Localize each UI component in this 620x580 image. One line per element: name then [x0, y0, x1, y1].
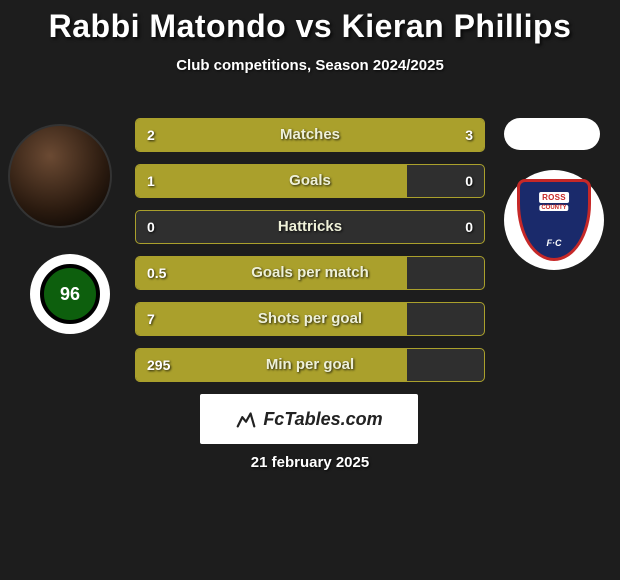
stat-row: 295Min per goal [135, 348, 485, 382]
stat-row: 10Goals [135, 164, 485, 198]
stat-row: 7Shots per goal [135, 302, 485, 336]
player2-club-text-mid: COUNTY [539, 205, 568, 211]
stat-label: Matches [135, 118, 485, 152]
player2-club-text-top: ROSS [539, 192, 569, 203]
brand-logo-icon [235, 408, 257, 430]
brand-text: FcTables.com [263, 409, 382, 430]
player2-club-text-fc: F·C [547, 238, 562, 248]
player1-club-badge: 96 [30, 254, 110, 334]
stat-label: Goals [135, 164, 485, 198]
player1-club-badge-text: 96 [40, 264, 100, 324]
brand-box: FcTables.com [200, 394, 418, 444]
date-text: 21 february 2025 [0, 454, 620, 471]
stat-label: Hattricks [135, 210, 485, 244]
stats-area: 23Matches 10Goals 00Hattricks 0.5Goals per … [135, 118, 485, 394]
stat-row: 0.5Goals per match [135, 256, 485, 290]
player1-avatar [8, 124, 112, 228]
stat-row: 00Hattricks [135, 210, 485, 244]
page-title: Rabbi Matondo vs Kieran Phillips [0, 0, 620, 45]
player2-club-shield: ROSS COUNTY F·C [517, 179, 591, 261]
player2-avatar [504, 118, 600, 150]
subtitle: Club competitions, Season 2024/2025 [0, 57, 620, 74]
stat-label: Min per goal [135, 348, 485, 382]
stat-label: Goals per match [135, 256, 485, 290]
stat-label: Shots per goal [135, 302, 485, 336]
stat-row: 23Matches [135, 118, 485, 152]
player2-club-badge: ROSS COUNTY F·C [504, 170, 604, 270]
